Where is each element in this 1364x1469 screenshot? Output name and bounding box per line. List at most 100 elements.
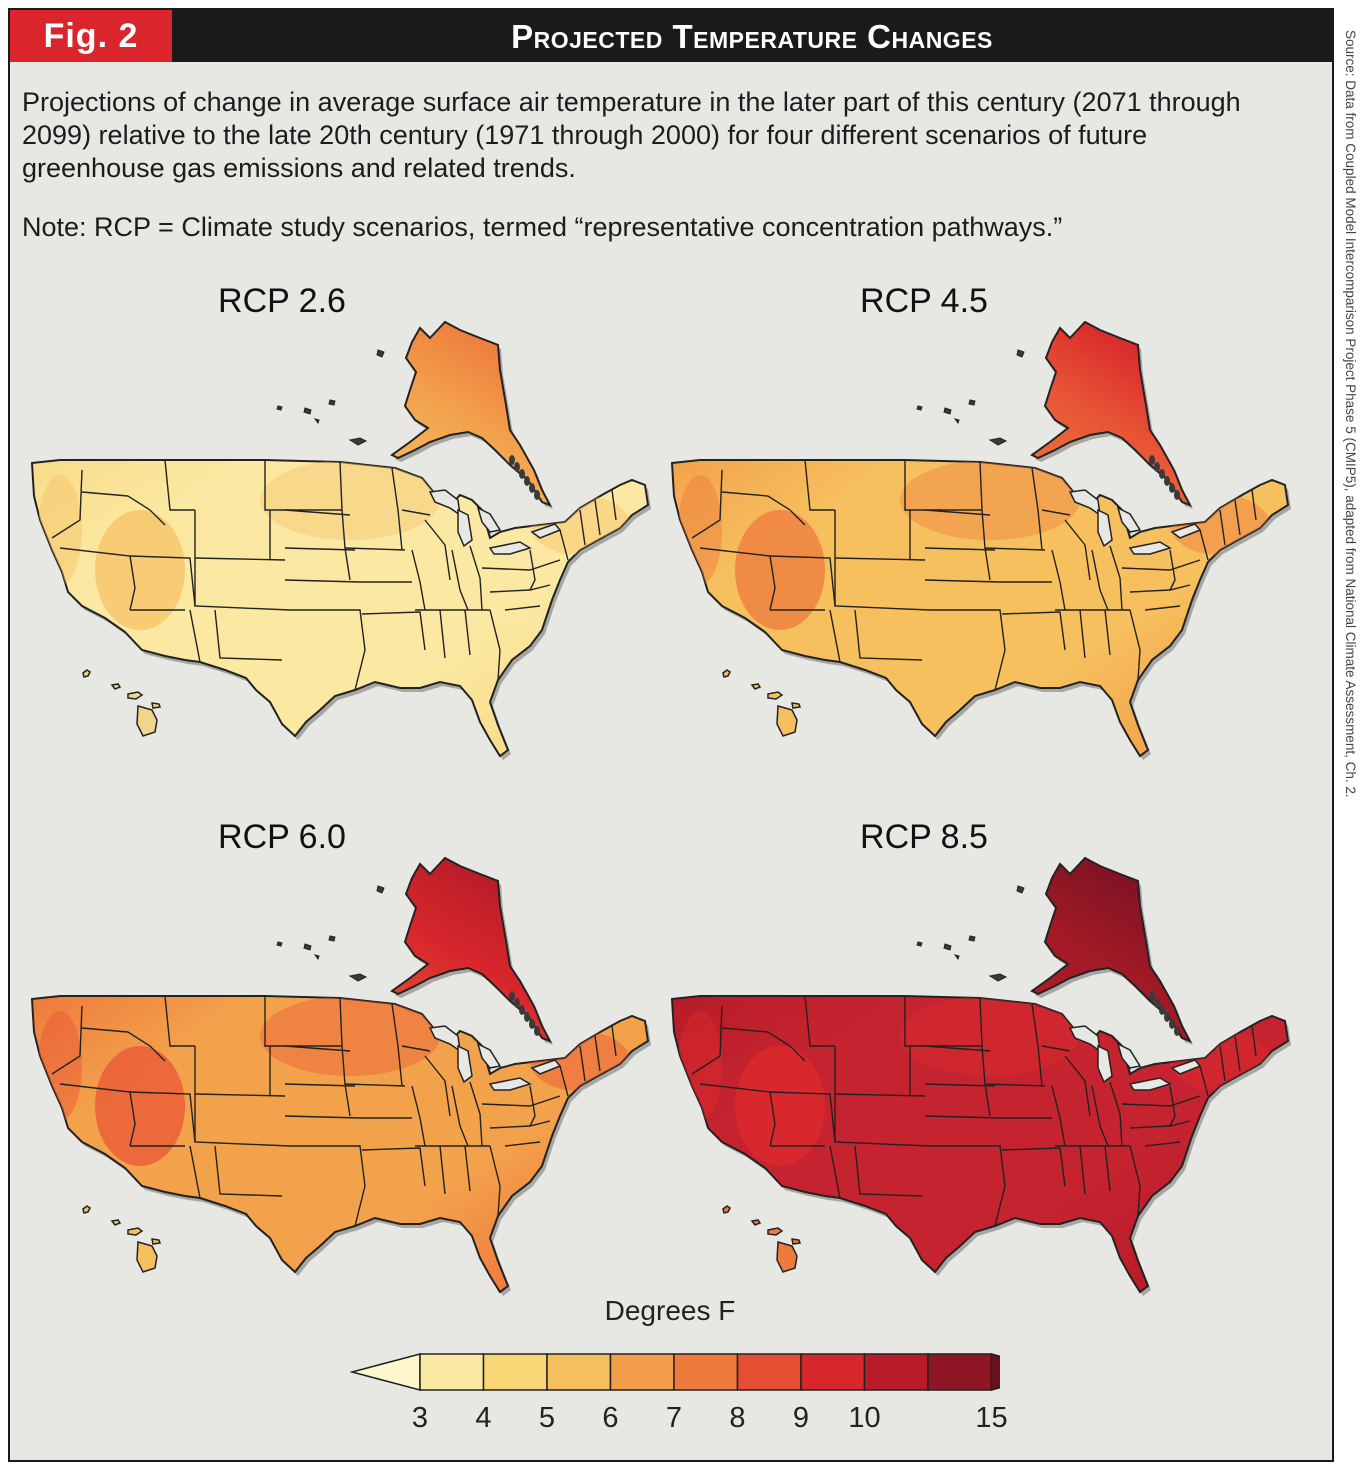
panhandle-island [509,455,515,465]
island [328,399,336,406]
panhandle-island [514,998,520,1008]
legend-swatch [546,1353,612,1391]
map-title-rcp-6-0: RCP 6.0 [218,818,346,856]
legend-swatch [800,1353,866,1391]
legend-tick-label: 8 [729,1402,746,1434]
island [953,418,960,425]
map-rcp-6-0 [30,856,651,1296]
panhandle-island [1159,469,1165,479]
hawaii-island [767,1227,784,1236]
hawaii-island [722,669,731,678]
panhandle-island [509,991,515,1001]
northern-plains-zone [260,996,440,1076]
hawaii-island [791,702,801,709]
great-lake [1128,541,1172,555]
intermountain-zone [95,1046,185,1166]
legend-title: Degrees F [604,1295,736,1326]
map-title-rcp-8-5: RCP 8.5 [860,818,988,856]
island [313,418,320,425]
hawaii-island [82,1205,91,1214]
hawaii-island [136,1241,158,1273]
panhandle-island [1149,991,1155,1001]
great-lake [476,506,502,533]
island [348,973,368,982]
figure-title: Projected Temperature Changes [511,18,993,55]
panhandle-island [1164,476,1170,486]
panhandle-island [1154,462,1160,472]
panhandle-island [514,462,520,472]
great-lake [1170,1059,1202,1075]
great-lake [1097,508,1113,548]
state-borders [51,995,617,1227]
island [943,943,952,951]
hawaii-island [750,683,762,690]
map-title-rcp-2-6: RCP 2.6 [218,282,346,320]
island [953,954,960,961]
island [313,954,320,961]
map-title-rcp-4-5: RCP 4.5 [860,282,988,320]
figure-note: Note: RCP = Climate study scenarios, ter… [22,212,1063,242]
island [988,437,1008,446]
header-bar: Fig. 2 Projected Temperature Changes [10,10,1332,62]
island [348,437,368,446]
northern-plains-zone [260,460,440,540]
panhandle-island [534,490,540,500]
map-rcp-4-5 [670,320,1291,760]
island [1016,349,1025,358]
hawaii-island [110,683,122,690]
legend-tick-label: 5 [538,1402,556,1434]
state-borders [691,995,1257,1227]
panhandle-island [1169,1019,1175,1029]
legend-swatch [863,1353,929,1391]
great-lake [530,523,562,539]
source-note: Source: Data from Coupled Model Intercom… [1340,30,1362,1450]
hawaii-island [722,1205,731,1214]
panhandle-island [534,1026,540,1036]
color-scale-legend [350,1353,1000,1391]
hawaii-island [776,1241,798,1273]
hawaii-island [127,1227,144,1236]
hawaii-island [767,691,784,700]
great-lake [457,1044,473,1084]
great-lake [530,1059,562,1075]
panhandle-island [529,483,535,493]
contiguous-us [30,459,650,758]
panhandle-island [1169,483,1175,493]
hawaii-island [110,1219,122,1226]
great-lake [457,508,473,548]
figure-badge: Fig. 2 [10,10,172,62]
great-lake [488,1077,532,1091]
island [916,941,923,947]
hawaii-island [136,705,158,737]
panhandle-island [519,1005,525,1015]
island [328,935,336,942]
legend-high-arrow [990,1353,1000,1391]
island [303,407,312,415]
island [943,407,952,415]
legend-swatch [609,1353,675,1391]
panhandle-island [1149,455,1155,465]
state-borders [51,459,617,691]
panhandle-island [1174,490,1180,500]
panhandle-island [529,1019,535,1029]
legend-tick-label: 6 [602,1402,619,1434]
legend-tick-label: 4 [475,1402,492,1434]
contiguous-us [670,995,1290,1294]
island [968,399,976,406]
figure-panel: Fig. 2 Projected Temperature Changes [8,8,1334,1462]
legend-swatch [419,1353,485,1391]
island [376,349,385,358]
great-lake [1097,1044,1113,1084]
legend-swatch [482,1353,548,1391]
panhandle-island [519,469,525,479]
hawaii-island [82,669,91,678]
hawaii-island [127,691,144,700]
great-lake [1116,1042,1142,1069]
hawaii-island [151,702,161,709]
legend-tick-label: 7 [665,1402,683,1434]
hawaii-island [791,1238,801,1245]
legend-tick-label: 10 [848,1402,881,1434]
great-lake [1116,506,1142,533]
island [276,405,283,411]
northern-plains-zone [900,460,1080,540]
